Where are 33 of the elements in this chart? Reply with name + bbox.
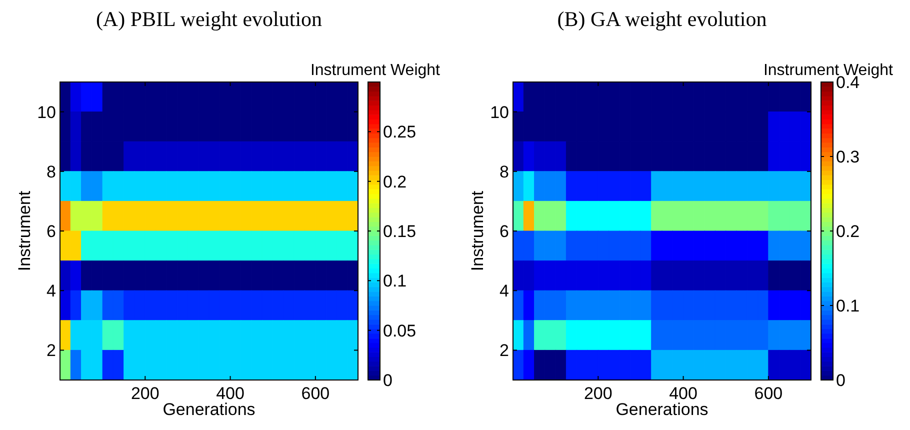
x-axis-title: Generations (616, 400, 708, 419)
color-bar-label: 0.1 (383, 272, 407, 291)
chart-title: (A) PBIL weight evolution (96, 7, 323, 31)
color-bar-label: 0 (383, 371, 392, 390)
x-tick-label: 400 (669, 384, 698, 403)
color-bar-label: 0.2 (383, 172, 407, 192)
chart-title: (B) GA weight evolution (557, 7, 768, 31)
y-axis-title: Instrument (468, 190, 487, 272)
x-axis-title: Generations (162, 400, 256, 419)
y-tick-label: 8 (46, 162, 56, 182)
color-bar-title: Instrument Weight (310, 62, 441, 79)
x-tick-label: 200 (130, 384, 160, 403)
x-tick-label: 400 (216, 384, 244, 403)
y-tick-label: 4 (500, 282, 509, 301)
color-bar-label: 0 (836, 371, 846, 390)
color-bar-label: 0.3 (836, 148, 860, 166)
color-bar-label: 0.25 (383, 122, 416, 142)
y-tick-label: 10 (37, 102, 56, 122)
x-tick-label: 600 (301, 384, 330, 403)
x-tick-label: 600 (754, 384, 783, 403)
y-tick-label: 4 (46, 282, 56, 301)
y-tick-label: 2 (500, 341, 509, 360)
color-bar-label: 0.2 (836, 222, 860, 241)
x-tick-label: 200 (584, 384, 612, 403)
y-tick-label: 2 (46, 341, 56, 360)
y-tick-label: 6 (46, 222, 56, 241)
color-bar-label: 0.05 (383, 321, 416, 340)
y-tick-label: 8 (500, 162, 509, 182)
y-tick-label: 6 (500, 222, 509, 241)
color-bar-label: 0.15 (383, 222, 416, 241)
y-axis-title: Instrument (15, 190, 34, 272)
color-bar-label: 0.1 (836, 296, 860, 316)
y-tick-label: 10 (490, 102, 509, 122)
